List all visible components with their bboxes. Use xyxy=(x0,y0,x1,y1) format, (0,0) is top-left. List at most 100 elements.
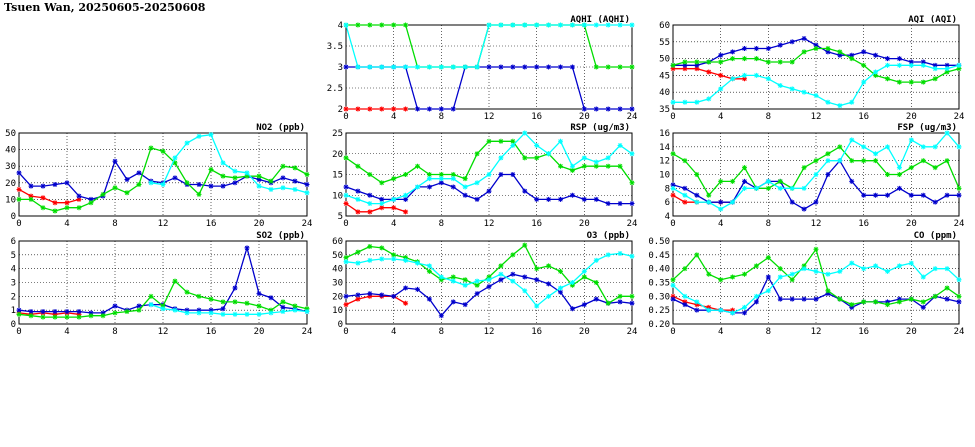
data-point xyxy=(343,106,349,112)
series-red xyxy=(343,106,409,112)
data-point xyxy=(920,62,926,68)
data-point xyxy=(474,278,480,284)
data-point xyxy=(849,99,855,105)
data-point xyxy=(706,307,712,313)
data-point xyxy=(813,172,819,177)
data-point xyxy=(837,144,843,150)
data-point xyxy=(730,76,736,82)
y-tick-label: 30 xyxy=(332,279,343,289)
data-point xyxy=(160,306,166,312)
data-point xyxy=(605,300,611,306)
data-point xyxy=(52,208,58,214)
data-point xyxy=(391,293,397,299)
x-tick-label: 16 xyxy=(531,112,542,122)
data-point xyxy=(908,59,914,65)
y-tick-label: 5 xyxy=(11,251,16,261)
data-point xyxy=(617,106,623,112)
x-tick-label: 0 xyxy=(670,112,675,122)
data-point xyxy=(730,49,736,55)
data-point xyxy=(244,311,250,317)
data-point xyxy=(813,158,819,164)
data-point xyxy=(391,252,397,258)
data-point xyxy=(16,307,22,313)
data-point xyxy=(789,277,795,283)
x-tick-label: 0 xyxy=(670,219,675,229)
data-point xyxy=(184,140,190,146)
data-point xyxy=(801,89,807,95)
data-point xyxy=(450,299,456,305)
data-point xyxy=(581,302,587,308)
data-point xyxy=(184,310,190,316)
x-tick-label: 4 xyxy=(391,219,396,229)
data-point xyxy=(28,313,34,319)
data-point xyxy=(896,172,902,177)
data-point xyxy=(932,199,938,205)
data-point xyxy=(379,256,385,262)
y-tick-label: 45 xyxy=(659,71,670,81)
data-point xyxy=(718,206,724,212)
data-point xyxy=(112,310,118,316)
data-point xyxy=(534,64,540,70)
data-point xyxy=(232,285,238,291)
data-point xyxy=(885,56,890,62)
data-point xyxy=(355,249,361,255)
data-point xyxy=(873,69,879,75)
data-point xyxy=(742,56,747,62)
data-point xyxy=(861,158,867,164)
y-tick-label: 2.5 xyxy=(327,84,343,94)
x-tick-label: 0 xyxy=(16,327,21,337)
data-point xyxy=(956,277,962,283)
data-point xyxy=(498,22,504,28)
y-tick-label: 10 xyxy=(5,195,16,205)
x-tick-label: 8 xyxy=(766,219,771,229)
data-point xyxy=(581,22,587,28)
data-point xyxy=(617,299,623,305)
data-point xyxy=(403,64,409,70)
data-point xyxy=(920,299,926,305)
data-point xyxy=(670,296,676,302)
x-tick-label: 4 xyxy=(718,112,723,122)
data-point xyxy=(88,313,94,319)
data-point xyxy=(777,274,783,280)
series-green xyxy=(16,278,310,320)
data-point xyxy=(801,165,807,171)
data-point xyxy=(355,163,361,169)
data-point xyxy=(498,263,504,269)
data-point xyxy=(813,42,819,48)
chart-title: RSP (ug/m3) xyxy=(570,123,630,133)
data-point xyxy=(742,76,747,82)
data-point xyxy=(837,268,843,274)
y-tick-label: 10 xyxy=(659,171,670,181)
y-tick-label: 0.25 xyxy=(648,306,670,316)
y-tick-label: 60 xyxy=(659,21,670,31)
data-point xyxy=(486,138,492,144)
data-point xyxy=(801,266,807,272)
data-point xyxy=(379,106,385,112)
data-point xyxy=(670,62,676,68)
series-blue xyxy=(16,158,310,202)
data-point xyxy=(765,59,771,65)
data-point xyxy=(28,309,34,315)
data-point xyxy=(403,172,409,177)
data-point xyxy=(908,260,914,266)
data-point xyxy=(956,299,962,305)
x-tick-label: 24 xyxy=(627,112,638,122)
data-point xyxy=(64,314,70,320)
data-point xyxy=(546,293,552,299)
data-point xyxy=(64,205,70,211)
data-point xyxy=(391,256,397,262)
chart-co: 0 4 8 12 16 20 24 0.20 0.25 0.30 0.35 0.40 0.45 0.50 C… xyxy=(648,231,964,337)
data-point xyxy=(76,311,82,317)
data-point xyxy=(136,303,142,309)
data-point xyxy=(801,185,807,191)
data-point xyxy=(510,252,516,258)
data-point xyxy=(462,282,468,288)
data-point xyxy=(522,288,528,294)
x-tick-label: 0 xyxy=(670,327,675,337)
series-green xyxy=(670,144,962,198)
data-point xyxy=(706,199,712,205)
series-cyan xyxy=(343,130,635,207)
data-point xyxy=(944,192,950,198)
series-cyan xyxy=(148,302,310,317)
data-point xyxy=(629,201,635,207)
